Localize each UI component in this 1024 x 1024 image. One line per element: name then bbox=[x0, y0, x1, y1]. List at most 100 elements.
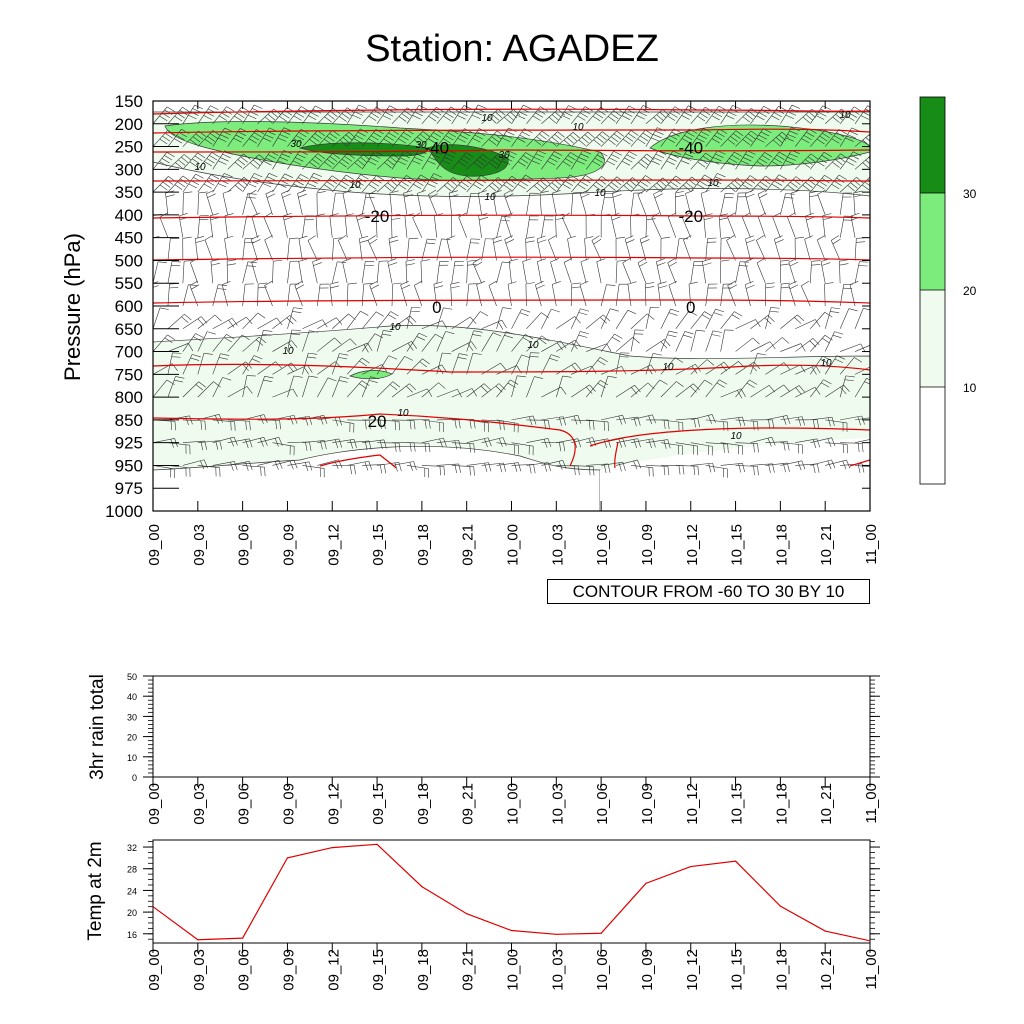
wind-barb bbox=[765, 151, 788, 170]
temp-contour-minus60 bbox=[153, 108, 870, 115]
wind-barb bbox=[839, 375, 855, 398]
wind-barb bbox=[496, 150, 517, 170]
pressure-tick-label: 1000 bbox=[105, 502, 143, 521]
temperature-contour-label: -40 bbox=[425, 139, 450, 158]
wind-barb bbox=[690, 414, 716, 424]
wind-barb bbox=[361, 261, 375, 284]
pressure-tick-label: 300 bbox=[115, 160, 143, 179]
wind-barb bbox=[541, 340, 567, 352]
wind-barb bbox=[690, 442, 713, 456]
wind-barb bbox=[212, 377, 232, 398]
wind-barb bbox=[298, 258, 308, 284]
wind-barb bbox=[660, 236, 670, 261]
time-axis: 09_00 09_03 09_06 09_09 09_12 09_15 09_18 09_21… bbox=[146, 101, 880, 566]
wind-barb bbox=[790, 190, 800, 215]
wind-barb bbox=[466, 311, 489, 329]
wind-contour-label: 10 bbox=[397, 408, 409, 419]
wind-barb bbox=[526, 215, 539, 238]
wind-barb bbox=[153, 152, 175, 170]
wind-barb bbox=[421, 129, 444, 147]
wind-barb bbox=[197, 191, 208, 215]
wind-barb bbox=[702, 258, 712, 284]
wind-barb bbox=[839, 357, 863, 375]
wind-barb bbox=[212, 317, 238, 330]
wind-barb bbox=[197, 465, 221, 477]
wind-barb bbox=[212, 334, 235, 352]
wind-barb bbox=[511, 375, 527, 398]
x-tick-label: 09_15 bbox=[370, 949, 387, 991]
wind-speed-fill-layer bbox=[153, 111, 870, 511]
wind-barb bbox=[660, 419, 684, 432]
wind-barb bbox=[451, 353, 468, 375]
wind-barb bbox=[526, 150, 547, 170]
wind-barb bbox=[476, 281, 486, 307]
wind-contour-label: 10 bbox=[662, 362, 674, 373]
wind-barb bbox=[556, 174, 578, 193]
x-tick-label: 09_12 bbox=[325, 949, 342, 991]
wind-barb bbox=[645, 465, 670, 476]
wind-barb bbox=[808, 190, 819, 215]
colorbar: 30 20 10 bbox=[919, 96, 977, 485]
wind-barb bbox=[331, 261, 347, 284]
wind-barb bbox=[675, 238, 689, 261]
wind-barb bbox=[750, 152, 773, 170]
wind-barb bbox=[227, 386, 253, 398]
wind-barb bbox=[287, 174, 309, 193]
wind-barb bbox=[436, 307, 453, 329]
wind-barb bbox=[282, 212, 293, 238]
x-tick-label: 09_06 bbox=[236, 949, 253, 991]
x-tick-label: 10_15 bbox=[729, 949, 746, 991]
wind-contour-label-layer: 10 10 10 10 10 10 10 10 10 10 10 10 10 10 10 30 30 30 bbox=[194, 110, 851, 442]
temp-contour-minus40 bbox=[153, 149, 870, 153]
temperature-point bbox=[376, 843, 378, 845]
pressure-axis: 1502002503003504004505005506006507007508… bbox=[105, 92, 870, 521]
wind-barb bbox=[496, 307, 512, 329]
wind-barb bbox=[809, 260, 821, 284]
wind-barb bbox=[744, 280, 755, 307]
wind-barb bbox=[436, 150, 457, 170]
wind-barb bbox=[735, 337, 760, 352]
wind-barb bbox=[853, 190, 863, 215]
wind-barb bbox=[417, 189, 426, 215]
wind-barb bbox=[281, 189, 291, 215]
wind-barb bbox=[705, 379, 728, 398]
wind-barb bbox=[315, 213, 325, 238]
wind-barb bbox=[331, 237, 343, 261]
x-tick-label: 10_09 bbox=[639, 783, 656, 825]
wind-contour-label: 10 bbox=[194, 162, 206, 173]
wind-barb bbox=[436, 419, 461, 429]
wind-barb bbox=[182, 260, 194, 284]
wind-barb bbox=[511, 464, 536, 474]
temperature-contour-label-layer: -40 -40 -20 -20 0 0 20 bbox=[365, 139, 703, 431]
wind-barb bbox=[153, 214, 154, 215]
wind-barb bbox=[391, 383, 417, 398]
wind-contour-label: 10 bbox=[349, 180, 361, 191]
wind-barb bbox=[556, 152, 579, 170]
wind-barb bbox=[466, 153, 490, 170]
wind-barb bbox=[585, 106, 609, 124]
wind-barb bbox=[347, 419, 371, 430]
wind-barb bbox=[630, 313, 655, 329]
y-tick-label: 32 bbox=[127, 843, 137, 853]
wind-barb bbox=[660, 442, 683, 455]
wind-barb bbox=[795, 365, 821, 375]
temperature-contour-label: -20 bbox=[678, 207, 703, 226]
wind-barb bbox=[585, 314, 611, 330]
wind-barb bbox=[690, 329, 706, 352]
wind-barb bbox=[436, 439, 462, 450]
wind-barb bbox=[481, 332, 502, 352]
jet-core-30-b bbox=[427, 144, 509, 177]
wind-barb bbox=[535, 280, 545, 307]
wind-barb bbox=[331, 353, 349, 375]
wind-barb bbox=[436, 388, 463, 398]
wind-barb bbox=[265, 189, 276, 215]
wind-barb bbox=[727, 280, 738, 307]
wind-barb bbox=[720, 462, 745, 473]
wind-barb bbox=[302, 352, 318, 375]
wind-barb bbox=[586, 419, 609, 431]
x-tick-label: 10_06 bbox=[594, 783, 611, 825]
wind-barb bbox=[735, 108, 759, 124]
pressure-tick-label: 150 bbox=[115, 92, 143, 111]
wind-barb bbox=[503, 189, 514, 215]
